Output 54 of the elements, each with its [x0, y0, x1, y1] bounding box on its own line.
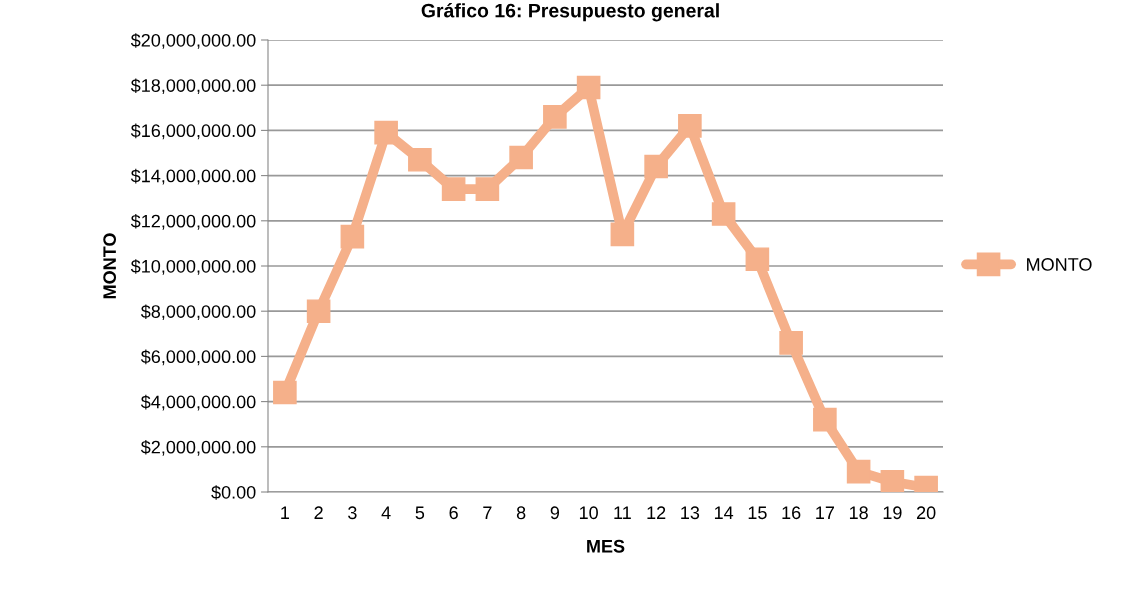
x-tick-label: 12: [647, 506, 666, 519]
point: [846, 459, 871, 484]
point: [576, 75, 601, 100]
y-tick-label: $16,000,000.00: [130, 123, 256, 140]
point: [306, 299, 331, 324]
x-tick-label: 11: [614, 506, 631, 519]
y-tick-label: $20,000,000.00: [130, 33, 256, 49]
point: [880, 470, 905, 492]
y-axis-title: MONTO: [103, 233, 117, 299]
point: [408, 147, 432, 172]
x-tick-label: 8: [516, 506, 526, 520]
x-tick-label: 2: [314, 506, 323, 519]
point: [441, 177, 466, 201]
y-tick-label: $2,000,000.00: [140, 439, 256, 456]
y-tick-label: $10,000,000.00: [130, 259, 256, 275]
x-tick-label: 10: [579, 506, 598, 520]
point: [273, 380, 297, 405]
y-tick-label: $14,000,000.00: [130, 168, 256, 185]
x-axis-title: MES: [587, 539, 625, 553]
point: [813, 407, 837, 432]
y-tick-label: $4,000,000.00: [140, 394, 256, 411]
point: [475, 177, 500, 201]
x-tick-label: 14: [714, 506, 734, 519]
chart-title: Gráfico 16: Presupuesto general: [421, 3, 719, 22]
y-tick-label: $0.00: [211, 485, 256, 500]
x-tick-label: 9: [550, 506, 560, 520]
y-tick-label: $18,000,000.00: [130, 78, 256, 95]
point: [711, 202, 736, 226]
x-tick-label: 5: [415, 506, 425, 520]
x-tick-label: 17: [816, 506, 835, 519]
x-tick-label: 13: [681, 506, 700, 520]
x-tick-label: 15: [748, 506, 767, 520]
x-tick-label: 4: [381, 506, 391, 519]
x-tick-label: 6: [449, 506, 458, 520]
point: [543, 105, 567, 129]
point: [374, 120, 398, 145]
point: [678, 114, 702, 138]
x-tick-label: 7: [483, 506, 492, 519]
x-tick-label: 20: [916, 506, 936, 520]
x-tick-label: 19: [883, 506, 902, 520]
point: [509, 145, 533, 170]
point: [610, 222, 635, 247]
x-tick-label: 1: [281, 506, 290, 519]
y-tick-label: $6,000,000.00: [140, 349, 256, 366]
point: [745, 247, 770, 272]
x-tick-label: 3: [348, 506, 357, 520]
y-tick-label: $8,000,000.00: [140, 304, 256, 321]
y-tick-label: $12,000,000.00: [130, 213, 256, 230]
point: [340, 224, 365, 249]
legend-label: MONTO: [1027, 258, 1092, 271]
point: [779, 331, 803, 355]
point: [644, 154, 668, 179]
x-tick-label: 18: [849, 506, 868, 520]
x-tick-label: 16: [782, 506, 801, 520]
